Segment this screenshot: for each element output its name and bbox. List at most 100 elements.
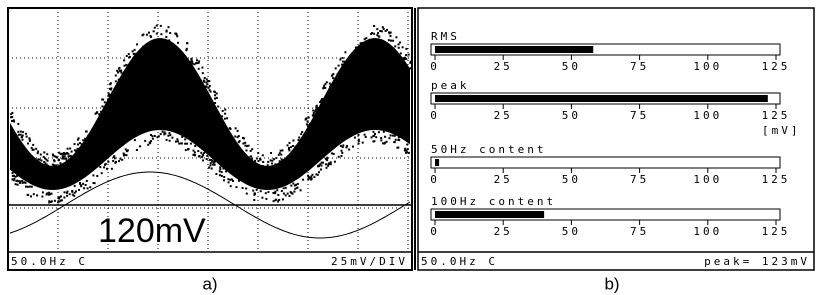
noise-dot [230, 128, 232, 130]
noise-dot [271, 163, 273, 165]
tick-label: 75 [630, 60, 649, 73]
noise-dot [287, 144, 289, 146]
noise-dot [46, 194, 48, 196]
noise-dot [332, 73, 334, 75]
noise-dot [226, 117, 228, 119]
noise-dot [63, 197, 65, 199]
noise-dot [73, 195, 75, 197]
noise-dot [167, 135, 169, 137]
noise-dot [196, 59, 198, 61]
noise-dot [382, 26, 384, 28]
noise-dot [108, 94, 110, 96]
noise-dot [332, 77, 334, 79]
noise-dot [31, 147, 33, 149]
noise-dot [256, 189, 258, 191]
noise-dot [221, 115, 223, 117]
noise-dot [224, 113, 226, 115]
noise-dot [87, 135, 89, 137]
noise-dot [402, 46, 404, 48]
noise-dot [364, 134, 366, 136]
noise-dot [19, 182, 21, 184]
noise-dot [74, 143, 76, 145]
noise-dot [66, 195, 68, 197]
noise-dot [294, 188, 296, 190]
noise-dot [18, 134, 20, 136]
noise-dot [280, 150, 282, 152]
noise-dot [198, 155, 200, 157]
noise-dot [10, 113, 12, 115]
noise-dot [194, 63, 196, 65]
noise-dot [267, 161, 269, 163]
status-right: peak= 123mV [704, 255, 810, 268]
noise-dot [211, 168, 213, 170]
noise-dot [153, 30, 155, 32]
noise-dot [74, 185, 76, 187]
noise-dot [64, 155, 66, 157]
noise-dot [326, 167, 328, 169]
noise-dot [320, 169, 322, 171]
tick-label: 25 [494, 60, 513, 73]
noise-dot [342, 57, 344, 59]
noise-dot [79, 142, 81, 144]
noise-dot [150, 140, 152, 142]
noise-dot [292, 145, 294, 147]
noise-dot [148, 32, 150, 34]
caption: b) [604, 274, 619, 293]
noise-dot [190, 143, 192, 145]
noise-dot [124, 65, 126, 67]
noise-dot [219, 170, 221, 172]
noise-dot [62, 155, 64, 157]
noise-dot [48, 200, 50, 202]
noise-dot [65, 162, 67, 164]
noise-dot [360, 42, 362, 44]
noise-dot [32, 144, 34, 146]
noise-dot [98, 113, 100, 115]
noise-dot [323, 87, 325, 89]
noise-dot [31, 186, 33, 188]
noise-dot [129, 56, 131, 58]
tick-label: 0 [430, 225, 440, 238]
noise-dot [300, 189, 302, 191]
noise-dot [292, 183, 294, 185]
noise-dot [335, 67, 337, 69]
noise-dot [312, 174, 314, 176]
noise-dot [119, 158, 121, 160]
noise-dot [118, 79, 120, 81]
noise-dot [381, 30, 383, 32]
screenshot: 120mV 50.0Hz C 25mV/DIV a) RMS0255075100… [0, 0, 816, 295]
noise-dot [294, 146, 296, 148]
noise-dot [26, 136, 28, 138]
noise-dot [20, 134, 22, 136]
noise-dot [384, 136, 386, 138]
noise-dot [214, 102, 216, 104]
noise-dot [275, 199, 277, 201]
noise-dot [394, 135, 396, 137]
noise-dot [341, 152, 343, 154]
noise-dot [203, 152, 205, 154]
meter-label: 100Hz content [431, 195, 556, 208]
noise-dot [365, 136, 367, 138]
noise-dot [306, 123, 308, 125]
noise-dot [375, 136, 377, 138]
noise-dot [285, 194, 287, 196]
noise-dot [29, 186, 31, 188]
noise-dot [326, 81, 328, 83]
noise-dot [160, 25, 162, 27]
noise-dot [126, 154, 128, 156]
noise-dot [102, 105, 104, 107]
noise-dot [152, 138, 154, 140]
noise-dot [156, 25, 158, 27]
noise-dot [209, 159, 211, 161]
noise-dot [398, 139, 400, 141]
noise-dot [350, 54, 352, 56]
noise-dot [358, 134, 360, 136]
meter-label: RMS [431, 30, 460, 43]
noise-dot [209, 85, 211, 87]
noise-dot [126, 55, 128, 57]
noise-dot [271, 160, 273, 162]
noise-dot [125, 148, 127, 150]
noise-dot [308, 117, 310, 119]
noise-dot [53, 159, 55, 161]
noise-dot [410, 61, 412, 63]
noise-dot [354, 137, 356, 139]
